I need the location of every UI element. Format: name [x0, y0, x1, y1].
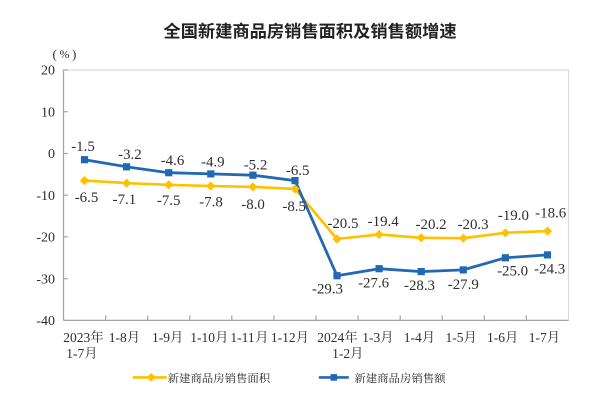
svg-text:2023: 2023	[63, 330, 90, 345]
svg-text:1-3: 1-3	[362, 330, 380, 345]
svg-text:20: 20	[41, 64, 55, 79]
svg-text:-29.3: -29.3	[312, 282, 343, 298]
svg-text:-8.0: -8.0	[241, 197, 265, 213]
svg-text:1-6: 1-6	[487, 330, 505, 345]
svg-text:-30: -30	[36, 272, 55, 287]
svg-text:%: %	[60, 47, 70, 61]
svg-text:1-2: 1-2	[332, 346, 350, 361]
svg-text:-7.5: -7.5	[157, 193, 181, 209]
svg-text:1-9: 1-9	[152, 330, 170, 345]
svg-text:-20.2: -20.2	[416, 217, 447, 233]
svg-text:-4.6: -4.6	[161, 153, 185, 169]
svg-text:(: (	[53, 47, 57, 62]
svg-text:1-10: 1-10	[190, 330, 215, 345]
svg-text:-8.5: -8.5	[282, 199, 306, 215]
svg-text:-27.6: -27.6	[358, 276, 389, 292]
svg-text:-5.2: -5.2	[244, 157, 268, 173]
svg-text:2024: 2024	[317, 330, 344, 345]
svg-text:-20: -20	[36, 231, 55, 246]
svg-text:-25.0: -25.0	[497, 264, 528, 280]
svg-text:-20.3: -20.3	[458, 217, 489, 233]
svg-text:-3.2: -3.2	[118, 147, 142, 163]
svg-text:-19.0: -19.0	[498, 208, 529, 224]
svg-text:-27.9: -27.9	[448, 277, 479, 293]
svg-text:-6.5: -6.5	[286, 163, 310, 179]
svg-text:1-4: 1-4	[404, 330, 422, 345]
svg-text:1-12: 1-12	[271, 330, 296, 345]
svg-text:-7.1: -7.1	[113, 192, 137, 208]
svg-text:1-7: 1-7	[529, 330, 547, 345]
svg-text:-7.8: -7.8	[199, 195, 223, 211]
svg-text:10: 10	[41, 105, 55, 120]
svg-text:-18.6: -18.6	[535, 206, 566, 222]
svg-text:1-5: 1-5	[446, 330, 464, 345]
svg-text:-4.9: -4.9	[201, 154, 225, 170]
svg-text:1-8: 1-8	[109, 330, 127, 345]
svg-text:-24.3: -24.3	[534, 261, 565, 277]
svg-text:-40: -40	[36, 314, 55, 329]
svg-text:1-7: 1-7	[66, 346, 84, 361]
svg-text:0: 0	[48, 147, 55, 162]
svg-text:-10: -10	[36, 189, 55, 204]
svg-text:-1.5: -1.5	[71, 139, 95, 155]
svg-text:-6.5: -6.5	[75, 190, 99, 206]
svg-text:-28.3: -28.3	[404, 278, 435, 294]
svg-text:1-11: 1-11	[230, 330, 254, 345]
svg-text:-19.4: -19.4	[368, 214, 400, 230]
svg-text:-20.5: -20.5	[327, 216, 358, 232]
svg-text:): )	[72, 47, 76, 62]
